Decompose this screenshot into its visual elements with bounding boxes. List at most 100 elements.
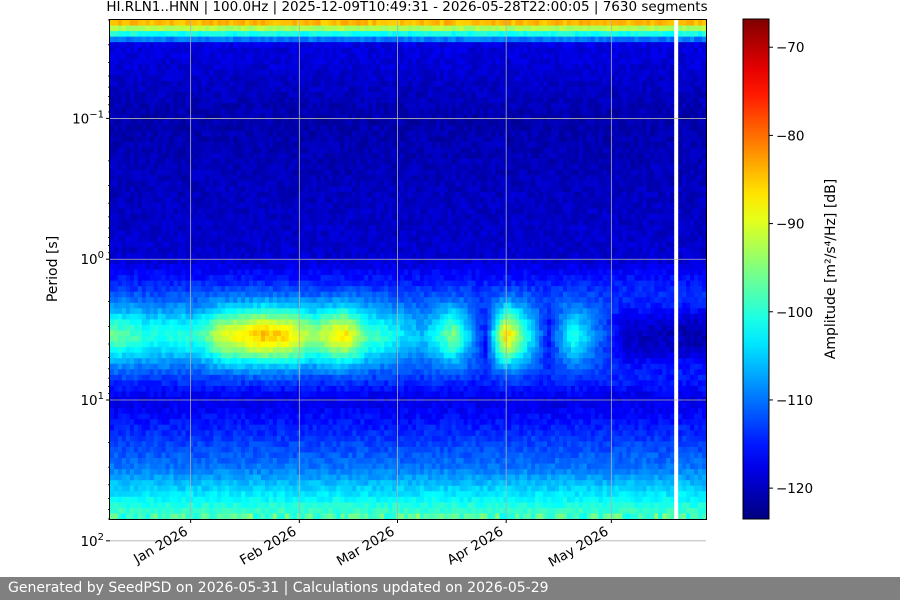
heatmap-cell [276, 491, 282, 498]
heatmap-cell [268, 391, 274, 398]
heatmap-cell [276, 352, 282, 359]
heatmap-cell [237, 324, 242, 332]
heatmap-cell [141, 114, 147, 121]
heatmap-cell [193, 369, 199, 376]
heatmap-cell [213, 458, 218, 465]
heatmap-cell [292, 58, 298, 65]
heatmap-cell [157, 446, 163, 454]
heatmap-cell [284, 324, 290, 332]
heatmap-cell [241, 175, 246, 182]
heatmap-cell [264, 158, 270, 165]
heatmap-cell [193, 430, 199, 437]
heatmap-cell [276, 208, 282, 215]
heatmap-cell [197, 125, 202, 132]
heatmap-cell [173, 347, 179, 354]
heatmap-cell [253, 424, 258, 431]
heatmap-cell [189, 269, 195, 276]
heatmap-cell [312, 180, 318, 187]
heatmap-cell [241, 69, 246, 77]
heatmap-cell [189, 80, 195, 88]
heatmap-cell [225, 252, 230, 260]
heatmap-cell [257, 485, 262, 492]
heatmap-cell [257, 441, 262, 448]
heatmap-cell [225, 103, 230, 110]
heatmap-cell [268, 92, 274, 99]
heatmap-cell [157, 491, 163, 498]
heatmap-cell [253, 31, 258, 38]
heatmap-cell [292, 291, 298, 298]
heatmap-cell [189, 225, 195, 232]
heatmap-cell [121, 214, 127, 221]
heatmap-cell [268, 42, 274, 49]
heatmap-cell [205, 186, 210, 193]
heatmap-cell [209, 402, 214, 409]
heatmap-cell [201, 130, 206, 138]
heatmap-cell [308, 458, 314, 465]
heatmap-cell [276, 263, 282, 271]
heatmap-cell [217, 97, 222, 104]
heatmap-cell [125, 169, 131, 176]
heatmap-cell [276, 114, 282, 121]
heatmap-cell [110, 485, 115, 492]
heatmap-cell [121, 485, 127, 492]
heatmap-cell [217, 180, 222, 187]
heatmap-cell [201, 469, 206, 476]
heatmap-cell [328, 20, 334, 27]
heatmap-cell [241, 125, 246, 132]
heatmap-cell [121, 341, 127, 348]
heatmap-cell [320, 252, 326, 260]
heatmap-cell [328, 269, 334, 276]
heatmap-cell [165, 141, 171, 149]
heatmap-cell [225, 175, 230, 182]
heatmap-cell [169, 169, 175, 176]
heatmap-cell [149, 324, 155, 332]
heatmap-cell [137, 424, 143, 431]
heatmap-cell [249, 275, 254, 282]
heatmap-cell [201, 58, 206, 65]
heatmap-cell [257, 419, 262, 426]
heatmap-cell [312, 435, 318, 442]
heatmap-cell [268, 214, 274, 221]
heatmap-cell [237, 236, 242, 243]
heatmap-cell [264, 491, 270, 498]
heatmap-cell [257, 446, 262, 454]
heatmap-cell [328, 147, 334, 154]
heatmap-cell [276, 169, 282, 176]
heatmap-cell [137, 69, 143, 77]
heatmap-cell [292, 180, 298, 187]
heatmap-cell [121, 225, 127, 232]
heatmap-cell [233, 419, 238, 426]
heatmap-cell [221, 214, 226, 221]
heatmap-cell [300, 496, 306, 503]
heatmap-cell [145, 424, 151, 431]
heatmap-cell [260, 258, 266, 265]
heatmap-cell [272, 125, 278, 132]
heatmap-cell [245, 413, 250, 420]
heatmap-cell [292, 241, 298, 248]
heatmap-cell [229, 25, 234, 32]
heatmap-cell [253, 175, 258, 182]
heatmap-cell [292, 263, 298, 271]
heatmap-cell [257, 164, 262, 171]
heatmap-cell [237, 20, 242, 27]
heatmap-cell [125, 302, 131, 309]
heatmap-cell [328, 141, 334, 149]
heatmap-cell [205, 197, 210, 204]
heatmap-cell [185, 103, 191, 110]
heatmap-cell [312, 352, 318, 359]
heatmap-cell [133, 42, 139, 49]
heatmap-cell [249, 47, 254, 54]
heatmap-cell [221, 202, 226, 210]
heatmap-cell [137, 446, 143, 454]
heatmap-cell [288, 413, 294, 420]
heatmap-cell [181, 435, 187, 442]
heatmap-cell [189, 241, 195, 248]
heatmap-cell [181, 430, 187, 437]
heatmap-cell [153, 158, 159, 165]
heatmap-cell [117, 391, 123, 398]
heatmap-cell [189, 413, 195, 420]
heatmap-cell [320, 313, 326, 320]
heatmap-cell [304, 164, 310, 171]
heatmap-cell [221, 275, 226, 282]
heatmap-cell [110, 491, 115, 498]
